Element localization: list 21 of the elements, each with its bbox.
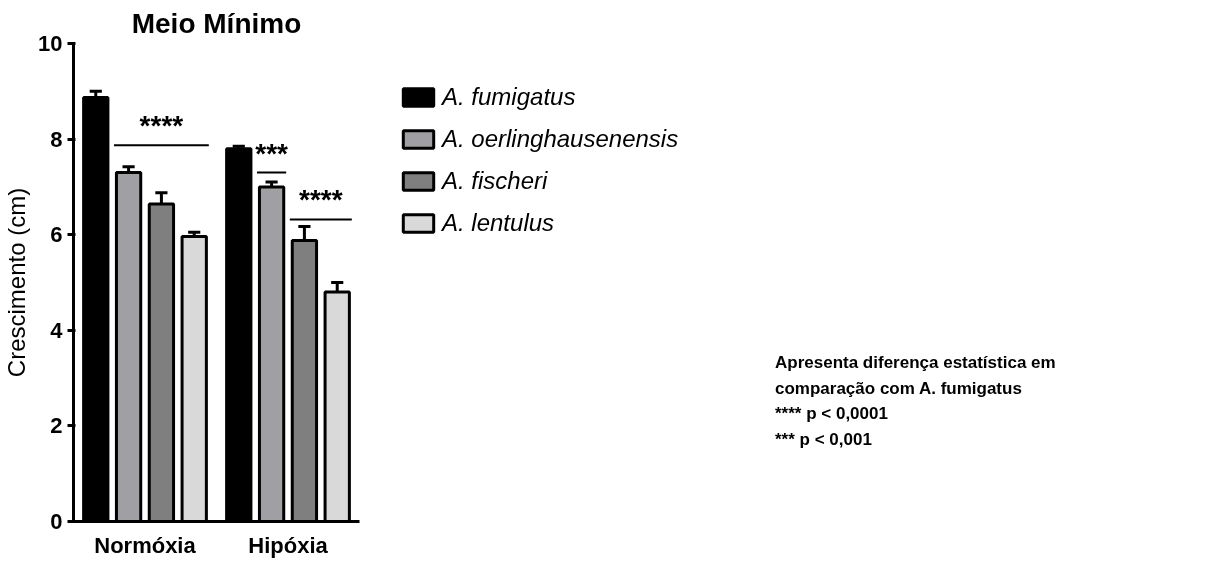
annotation: ****: [139, 110, 184, 142]
text: **** p < 0,0001: [775, 404, 888, 423]
y-tick-label: 10: [38, 31, 63, 56]
x-tick-label: Normóxia: [94, 532, 197, 558]
legend-label: A. oerlinghausenensis: [442, 125, 679, 153]
legend-label: A. fumigatus: [442, 83, 576, 111]
annotation: ***: [255, 137, 289, 169]
chart-title: Meio Mínimo: [131, 7, 302, 39]
legend-label: A. lentulus: [442, 209, 555, 237]
y-tick-label: 6: [50, 222, 63, 248]
y-tick-label: 0: [50, 509, 63, 534]
x-tick-label: Hipóxia: [248, 532, 329, 558]
text: Apresenta diferença estatística em: [775, 353, 1056, 372]
y-tick-label: 8: [50, 126, 63, 152]
y-tick-label: 4: [50, 317, 64, 343]
text: comparação com A. fumigatus: [775, 378, 1022, 398]
y-tick-label: 2: [50, 413, 63, 439]
legend-label: A. fischeri: [442, 167, 548, 195]
text: *** p < 0,001: [775, 429, 872, 449]
annotation: ****: [299, 184, 343, 216]
y-axis-title: Crescimento (cm): [3, 187, 31, 378]
